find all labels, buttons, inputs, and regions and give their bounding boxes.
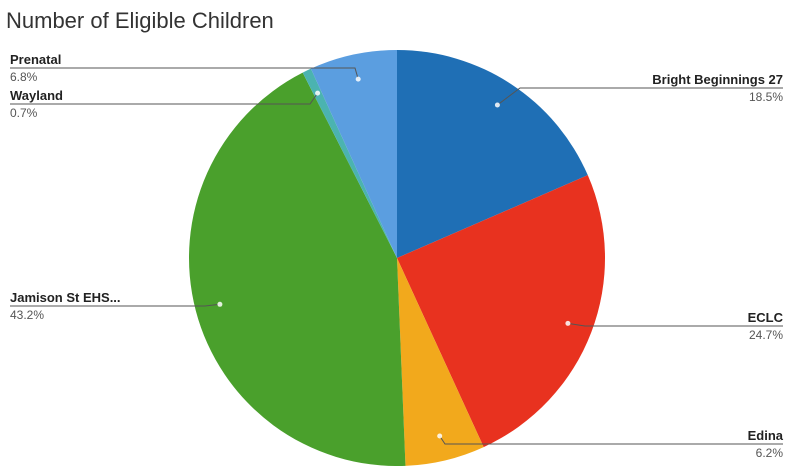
pie-slice-edina — [397, 258, 484, 466]
leader-dot-eclc — [565, 320, 571, 326]
slice-percent-bright-beginnings-27: 18.5% — [749, 90, 783, 104]
pie-slice-wayland — [302, 68, 397, 258]
pie-slices — [189, 50, 606, 466]
chart-title: Number of Eligible Children — [6, 8, 274, 33]
pie-labels: Bright Beginnings 27 18.5% ECLC 24.7% Edina 6… — [10, 52, 784, 460]
pie-slice-eclc — [397, 175, 606, 448]
pie-slice-prenatal — [310, 50, 397, 258]
slice-label-bright-beginnings-27: Bright Beginnings 27 — [652, 72, 783, 87]
slice-label-wayland: Wayland — [10, 88, 63, 103]
slice-percent-eclc: 24.7% — [749, 328, 783, 342]
leader-line-eclc — [567, 322, 783, 327]
pie-slice-bright-beginnings-27 — [397, 50, 588, 258]
slice-label-eclc: ECLC — [748, 310, 784, 325]
leader-dot-jamison-st-ehs — [217, 301, 223, 307]
slice-percent-wayland: 0.7% — [10, 106, 38, 120]
slice-percent-edina: 6.2% — [756, 446, 784, 460]
leader-line-jamison-st-ehs — [10, 303, 220, 307]
leader-line-edina — [439, 435, 783, 445]
slice-label-prenatal: Prenatal — [10, 52, 61, 67]
pie-slice-jamison-st-ehs — [189, 72, 406, 466]
leader-dot-wayland — [315, 90, 321, 96]
slice-label-jamison-st-ehs: Jamison St EHS... — [10, 290, 121, 305]
leader-dot-prenatal — [355, 76, 361, 82]
slice-percent-jamison-st-ehs: 43.2% — [10, 308, 44, 322]
leader-dot-edina — [437, 433, 443, 439]
leader-dot-bright-beginnings-27 — [494, 102, 500, 108]
leader-line-wayland — [10, 92, 319, 105]
leader-line-prenatal — [10, 67, 359, 80]
leader-line-bright-beginnings-27 — [497, 87, 783, 106]
slice-percent-prenatal: 6.8% — [10, 70, 38, 84]
slice-label-edina: Edina — [748, 428, 784, 443]
